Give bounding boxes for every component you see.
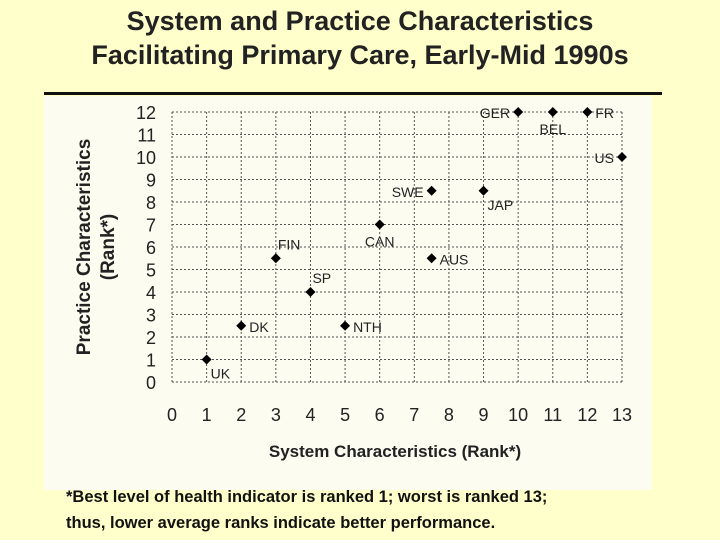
point-label-nth: NTH (353, 319, 382, 335)
title-line-2: Facilitating Primary Care, Early-Mid 199… (91, 40, 629, 70)
point-label-bel: BEL (540, 121, 567, 137)
y-tick-label: 11 (137, 126, 156, 146)
point-label-uk: UK (211, 366, 231, 382)
x-tick-label: 12 (577, 405, 597, 425)
x-tick-label: 9 (479, 405, 489, 425)
title-line-1: System and Practice Characteristics (126, 6, 594, 36)
y-axis-label-line-2: (Rank*) (98, 214, 119, 281)
chart-panel (44, 96, 652, 490)
point-uk (201, 354, 212, 365)
point-swe (426, 185, 437, 196)
point-label-fr: FR (595, 105, 614, 121)
y-axis-label-line-1: Practice Characteristics (74, 139, 95, 356)
point-label-aus: AUS (440, 251, 469, 267)
point-label-ger: GER (480, 105, 510, 121)
y-tick-label: 2 (146, 328, 156, 348)
y-axis-label: Practice Characteristics (Rank*) (74, 139, 119, 356)
point-label-fin: FIN (278, 236, 301, 252)
x-tick-label: 11 (543, 405, 562, 425)
x-tick-labels: 0 1 2 3 4 5 6 7 8 9 10 11 12 13 (167, 405, 632, 425)
point-fin (270, 253, 281, 264)
slide-title: System and Practice Characteristics Faci… (0, 4, 720, 72)
point-label-dk: DK (249, 319, 269, 335)
point-sp (305, 287, 316, 297)
point-label-sp: SP (312, 270, 331, 286)
y-tick-label: 10 (136, 148, 156, 168)
point-can (374, 219, 385, 230)
y-tick-label: 3 (146, 306, 156, 326)
footnote-line-1: *Best level of health indicator is ranke… (66, 488, 548, 506)
data-points (201, 107, 627, 365)
point-label-can: CAN (365, 234, 395, 250)
y-tick-label: 8 (146, 193, 156, 213)
y-tick-label: 9 (146, 171, 156, 191)
x-tick-label: 6 (375, 405, 385, 425)
point-ger (513, 107, 524, 117)
x-tick-label: 13 (612, 405, 632, 425)
x-tick-label: 3 (271, 405, 281, 425)
point-label-us: US (595, 150, 614, 166)
point-jap (478, 185, 489, 196)
point-bel (547, 107, 558, 117)
point-label-swe: SWE (392, 184, 424, 200)
point-aus (426, 253, 437, 264)
point-fr (582, 107, 593, 117)
x-tick-label: 0 (167, 405, 177, 425)
point-us (617, 152, 627, 162)
y-tick-label: 5 (146, 261, 156, 281)
footnote-line-2: thus, lower average ranks indicate bette… (66, 514, 496, 532)
point-labels: UK DK FIN SP NTH CAN SWE AUS JAP GER BEL FR US (211, 105, 614, 382)
x-tick-label: 2 (236, 405, 246, 425)
y-tick-label: 0 (146, 373, 156, 393)
y-tick-label: 6 (146, 238, 156, 258)
footnote: *Best level of health indicator is ranke… (66, 484, 706, 536)
x-tick-label: 7 (409, 405, 419, 425)
x-tick-label: 8 (444, 405, 454, 425)
x-tick-label: 5 (340, 405, 350, 425)
y-tick-label: 7 (146, 216, 156, 236)
point-nth (340, 320, 351, 331)
x-tick-label: 4 (305, 405, 315, 425)
point-label-jap: JAP (488, 197, 514, 213)
x-tick-label: 1 (202, 405, 212, 425)
x-tick-label: 10 (508, 405, 528, 425)
point-dk (236, 320, 247, 331)
y-tick-label: 12 (136, 103, 156, 123)
title-divider (44, 92, 662, 95)
x-axis-label: System Characteristics (Rank*) (269, 442, 521, 461)
grid-lines (171, 111, 623, 383)
y-tick-label: 1 (146, 351, 156, 371)
y-tick-label: 4 (146, 283, 156, 303)
